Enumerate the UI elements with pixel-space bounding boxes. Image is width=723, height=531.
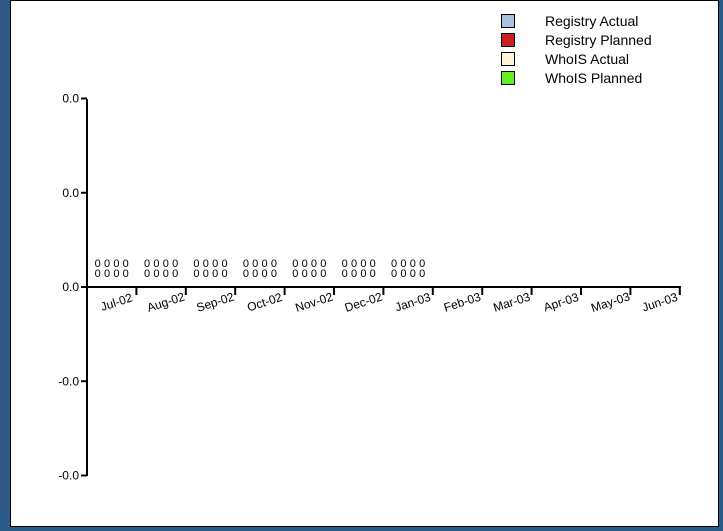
chart-svg: 0.0 0.0 0.0 -0.0 -0.0 Jul-02 Aug-02 Sep-02 Oct-0… — [58, 92, 681, 483]
data-label: 0 — [163, 268, 169, 280]
data-label: 0 — [400, 268, 406, 280]
data-label: 0 — [113, 268, 119, 280]
legend-item-registry-planned: Registry Planned — [501, 30, 652, 49]
legend-item-whois-planned: WhoIS Planned — [501, 68, 652, 87]
data-label: 0 — [144, 268, 150, 280]
legend-label-whois-planned: WhoIS Planned — [545, 69, 643, 86]
data-label: 0 — [123, 258, 129, 270]
data-label: 0 — [104, 258, 110, 270]
data-label: 0 — [400, 258, 406, 270]
x-tick-label: May-03 — [589, 289, 632, 315]
data-label: 0 — [419, 258, 425, 270]
data-label: 0 — [342, 268, 348, 280]
data-label: 0 — [221, 258, 227, 270]
x-tick-label: Aug-02 — [145, 289, 186, 314]
data-label: 0 — [172, 268, 178, 280]
data-label: 0 — [212, 258, 218, 270]
x-tick-label: Jun-03 — [640, 290, 680, 315]
data-label: 0 — [320, 268, 326, 280]
x-tick-label: Jan-03 — [393, 290, 433, 315]
legend-label-registry-actual: Registry Actual — [545, 12, 639, 29]
data-label: 0 — [123, 268, 129, 280]
data-label: 0 — [113, 258, 119, 270]
data-label: 0 — [153, 258, 159, 270]
data-label: 0 — [311, 268, 317, 280]
legend-label-registry-planned: Registry Planned — [545, 31, 652, 48]
y-tick-label: -0.0 — [58, 469, 79, 483]
x-tick-label: Oct-02 — [245, 290, 284, 315]
data-label: 0 — [252, 258, 258, 270]
legend-swatch-whois-actual — [501, 51, 515, 66]
data-label: 0 — [360, 268, 366, 280]
data-label: 0 — [271, 258, 277, 270]
data-label: 0 — [410, 268, 416, 280]
data-label: 0 — [172, 258, 178, 270]
data-label: 0 — [193, 258, 199, 270]
plot-panel: 0.0 0.0 0.0 -0.0 -0.0 Jul-02 Aug-02 Sep-02 Oct-0… — [10, 0, 719, 527]
y-tick-label: -0.0 — [58, 374, 79, 388]
data-label: 0 — [391, 258, 397, 270]
data-label: 0 — [360, 258, 366, 270]
data-label: 0 — [252, 268, 258, 280]
data-label: 0 — [262, 258, 268, 270]
data-label: 0 — [302, 268, 308, 280]
data-label: 0 — [410, 258, 416, 270]
data-label: 0 — [203, 268, 209, 280]
data-label: 0 — [342, 258, 348, 270]
legend-swatch-whois-planned — [501, 70, 515, 85]
x-tick-label: Dec-02 — [343, 289, 384, 314]
legend-label-whois-actual: WhoIS Actual — [545, 50, 630, 67]
data-label: 0 — [391, 268, 397, 280]
y-tick-label: 0.0 — [62, 186, 79, 200]
x-tick-label: Apr-03 — [542, 290, 581, 315]
legend-item-registry-actual: Registry Actual — [501, 11, 652, 30]
x-tick-label: Nov-02 — [294, 289, 335, 314]
legend-swatch-registry-actual — [501, 13, 515, 28]
data-label: 0 — [153, 268, 159, 280]
data-label: 0 — [243, 268, 249, 280]
data-label: 0 — [302, 258, 308, 270]
data-label: 0 — [292, 268, 298, 280]
y-tick-label: 0.0 — [62, 92, 79, 106]
x-tick-label: Feb-03 — [442, 290, 483, 315]
data-label: 0 — [351, 258, 357, 270]
legend: Registry Actual Registry Planned WhoIS A… — [501, 11, 652, 87]
data-label: 0 — [351, 268, 357, 280]
data-label: 0 — [292, 258, 298, 270]
data-label: 0 — [243, 258, 249, 270]
data-label: 0 — [95, 258, 101, 270]
data-label: 0 — [320, 258, 326, 270]
data-label: 0 — [144, 258, 150, 270]
legend-swatch-registry-planned — [501, 32, 515, 47]
x-tick-label: Mar-03 — [491, 290, 532, 315]
data-label: 0 — [370, 258, 376, 270]
data-label: 0 — [163, 258, 169, 270]
data-label: 0 — [203, 258, 209, 270]
x-tick-label: Sep-02 — [195, 289, 236, 314]
data-label: 0 — [262, 268, 268, 280]
data-label: 0 — [221, 268, 227, 280]
data-label: 0 — [212, 268, 218, 280]
y-tick-label: 0.0 — [62, 280, 79, 294]
legend-item-whois-actual: WhoIS Actual — [501, 49, 652, 68]
data-label: 0 — [193, 268, 199, 280]
data-label: 0 — [104, 268, 110, 280]
data-label: 0 — [95, 268, 101, 280]
data-label: 0 — [311, 258, 317, 270]
data-label: 0 — [271, 268, 277, 280]
data-label: 0 — [419, 268, 425, 280]
x-tick-label: Jul-02 — [99, 290, 135, 314]
data-label: 0 — [370, 268, 376, 280]
